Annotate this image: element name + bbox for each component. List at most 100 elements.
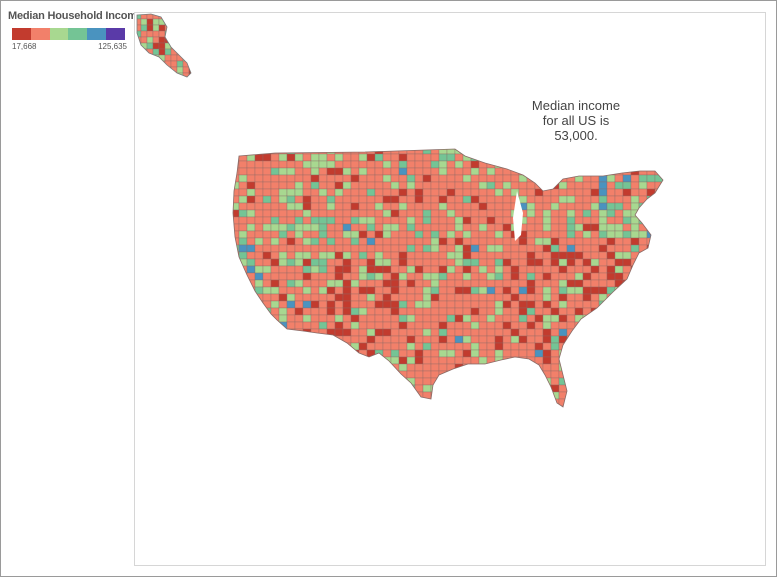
county-cell[interactable] [270, 237, 280, 246]
county-cell[interactable] [334, 230, 344, 239]
county-cell[interactable] [646, 328, 656, 337]
county-cell[interactable] [302, 300, 312, 309]
county-cell[interactable] [334, 223, 344, 232]
alaska-borough-cell[interactable] [182, 13, 190, 20]
county-cell[interactable] [462, 195, 472, 204]
county-cell[interactable] [494, 195, 504, 204]
county-cell[interactable] [358, 384, 368, 393]
county-cell[interactable] [518, 279, 528, 288]
county-cell[interactable] [406, 188, 416, 197]
county-cell[interactable] [654, 405, 663, 413]
county-cell[interactable] [646, 160, 656, 169]
county-cell[interactable] [574, 286, 584, 295]
county-cell[interactable] [654, 335, 663, 344]
county-cell[interactable] [566, 349, 576, 358]
county-cell[interactable] [574, 160, 584, 169]
county-cell[interactable] [374, 328, 384, 337]
county-cell[interactable] [662, 370, 671, 379]
county-cell[interactable] [470, 209, 480, 218]
county-cell[interactable] [406, 244, 416, 253]
county-cell[interactable] [430, 153, 440, 162]
county-cell[interactable] [534, 321, 544, 330]
county-cell[interactable] [270, 363, 280, 372]
county-cell[interactable] [326, 147, 336, 155]
county-cell[interactable] [262, 251, 272, 260]
county-cell[interactable] [646, 174, 656, 183]
county-cell[interactable] [446, 342, 456, 351]
county-cell[interactable] [446, 202, 456, 211]
county-cell[interactable] [654, 307, 663, 316]
county-cell[interactable] [414, 181, 424, 190]
county-cell[interactable] [286, 307, 296, 316]
county-cell[interactable] [342, 307, 352, 316]
alaska-borough-cell[interactable] [146, 66, 154, 74]
county-cell[interactable] [390, 279, 400, 288]
county-cell[interactable] [422, 384, 432, 393]
county-cell[interactable] [662, 342, 671, 351]
county-cell[interactable] [646, 195, 656, 204]
county-cell[interactable] [390, 272, 400, 281]
county-cell[interactable] [270, 349, 280, 358]
county-cell[interactable] [302, 279, 312, 288]
county-cell[interactable] [574, 384, 584, 393]
county-cell[interactable] [542, 258, 552, 267]
county-cell[interactable] [630, 391, 640, 400]
county-cell[interactable] [590, 328, 600, 337]
county-cell[interactable] [398, 265, 408, 274]
county-cell[interactable] [462, 384, 472, 393]
county-cell[interactable] [294, 237, 304, 246]
alaska-borough-cell[interactable] [152, 18, 160, 26]
county-cell[interactable] [478, 342, 488, 351]
county-cell[interactable] [246, 328, 256, 337]
county-cell[interactable] [286, 363, 296, 372]
county-cell[interactable] [246, 363, 256, 372]
county-cell[interactable] [366, 160, 376, 169]
county-cell[interactable] [406, 195, 416, 204]
county-cell[interactable] [422, 167, 432, 176]
county-cell[interactable] [342, 237, 352, 246]
county-cell[interactable] [286, 279, 296, 288]
county-cell[interactable] [494, 342, 504, 351]
county-cell[interactable] [262, 230, 272, 239]
county-cell[interactable] [614, 237, 624, 246]
county-cell[interactable] [254, 251, 264, 260]
alaska-borough-cell[interactable] [135, 13, 142, 20]
county-cell[interactable] [422, 405, 432, 413]
county-cell[interactable] [454, 181, 464, 190]
county-cell[interactable] [606, 342, 616, 351]
county-cell[interactable] [502, 237, 512, 246]
county-cell[interactable] [350, 153, 360, 162]
county-cell[interactable] [414, 216, 424, 225]
county-cell[interactable] [614, 153, 624, 162]
county-cell[interactable] [334, 237, 344, 246]
county-cell[interactable] [231, 174, 240, 183]
county-cell[interactable] [278, 272, 288, 281]
county-cell[interactable] [430, 188, 440, 197]
county-cell[interactable] [438, 244, 448, 253]
county-cell[interactable] [238, 321, 248, 330]
county-cell[interactable] [294, 265, 304, 274]
county-cell[interactable] [294, 293, 304, 302]
county-cell[interactable] [414, 237, 424, 246]
county-cell[interactable] [526, 153, 536, 162]
county-cell[interactable] [526, 251, 536, 260]
alaska-borough-cell[interactable] [182, 48, 190, 56]
county-cell[interactable] [326, 293, 336, 302]
county-cell[interactable] [358, 223, 368, 232]
county-cell[interactable] [286, 258, 296, 267]
county-cell[interactable] [294, 244, 304, 253]
county-cell[interactable] [238, 391, 248, 400]
county-cell[interactable] [366, 398, 376, 407]
county-cell[interactable] [278, 160, 288, 169]
county-cell[interactable] [510, 356, 520, 365]
county-cell[interactable] [342, 398, 352, 407]
county-cell[interactable] [582, 328, 592, 337]
county-cell[interactable] [262, 244, 272, 253]
county-cell[interactable] [654, 216, 663, 225]
county-cell[interactable] [502, 286, 512, 295]
county-cell[interactable] [406, 160, 416, 169]
county-cell[interactable] [231, 251, 240, 260]
county-cell[interactable] [262, 335, 272, 344]
alaska-borough-cell[interactable] [146, 30, 154, 38]
county-cell[interactable] [598, 237, 608, 246]
